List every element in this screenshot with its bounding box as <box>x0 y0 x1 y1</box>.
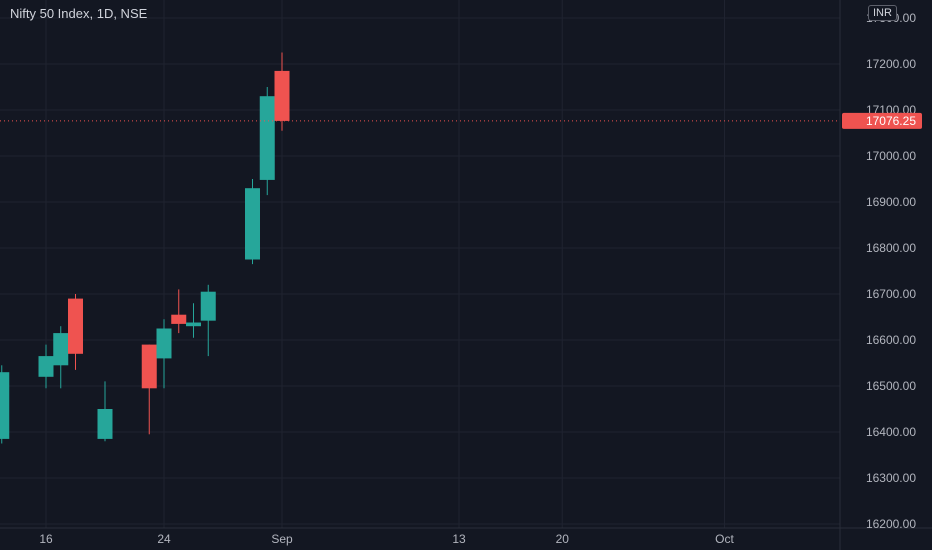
y-tick-label: 16900.00 <box>866 195 916 209</box>
x-tick-label: 13 <box>452 532 466 546</box>
candle-body <box>156 328 172 359</box>
candle-body <box>245 188 260 260</box>
candle[interactable] <box>186 303 201 338</box>
y-tick-label: 16700.00 <box>866 287 916 301</box>
y-tick-label: 17200.00 <box>866 57 916 71</box>
chart-title: Nifty 50 Index, 1D, NSE <box>10 6 148 21</box>
candle[interactable] <box>68 294 83 370</box>
x-tick-label: 20 <box>556 532 570 546</box>
y-tick-label: 16200.00 <box>866 517 916 531</box>
time-axis[interactable]: 16 24 Sep 13 20 Oct <box>39 532 734 546</box>
y-tick-label: 16800.00 <box>866 241 916 255</box>
candle[interactable] <box>141 344 157 435</box>
y-tick-label: 17000.00 <box>866 149 916 163</box>
last-price-label-group: 17076.25 <box>842 112 922 129</box>
candle-body <box>38 356 54 377</box>
candle-body <box>0 372 10 439</box>
y-tick-label: 16600.00 <box>866 333 916 347</box>
y-tick-label: 16400.00 <box>866 425 916 439</box>
candle[interactable] <box>245 179 260 265</box>
x-tick-label: Sep <box>271 532 293 546</box>
currency-badge[interactable]: INR <box>868 5 897 21</box>
candle-body <box>200 291 216 321</box>
candle-body <box>274 70 290 121</box>
x-tick-label: 24 <box>157 532 171 546</box>
candle-body <box>186 322 201 327</box>
candle[interactable] <box>0 365 10 444</box>
y-tick-label: 16300.00 <box>866 471 916 485</box>
last-price-badge <box>842 112 922 129</box>
candle[interactable] <box>38 344 54 389</box>
candle-body <box>259 96 275 180</box>
candle[interactable] <box>53 326 69 389</box>
candle[interactable] <box>259 87 275 196</box>
candle-body <box>171 314 187 324</box>
x-tick-label: 16 <box>39 532 53 546</box>
last-price-label: 17076.25 <box>866 114 916 128</box>
candle[interactable] <box>97 381 113 442</box>
candle-body <box>53 333 69 366</box>
candle[interactable] <box>274 52 290 131</box>
candle-body <box>68 298 83 354</box>
candle[interactable] <box>156 319 172 389</box>
x-tick-label: Oct <box>715 532 734 546</box>
grid-lines <box>0 0 840 528</box>
candle-body <box>97 409 113 439</box>
y-tick-label: 16500.00 <box>866 379 916 393</box>
candle-body <box>141 344 157 389</box>
candle[interactable] <box>200 284 216 357</box>
candles[interactable] <box>0 52 290 495</box>
candle[interactable] <box>171 289 187 334</box>
